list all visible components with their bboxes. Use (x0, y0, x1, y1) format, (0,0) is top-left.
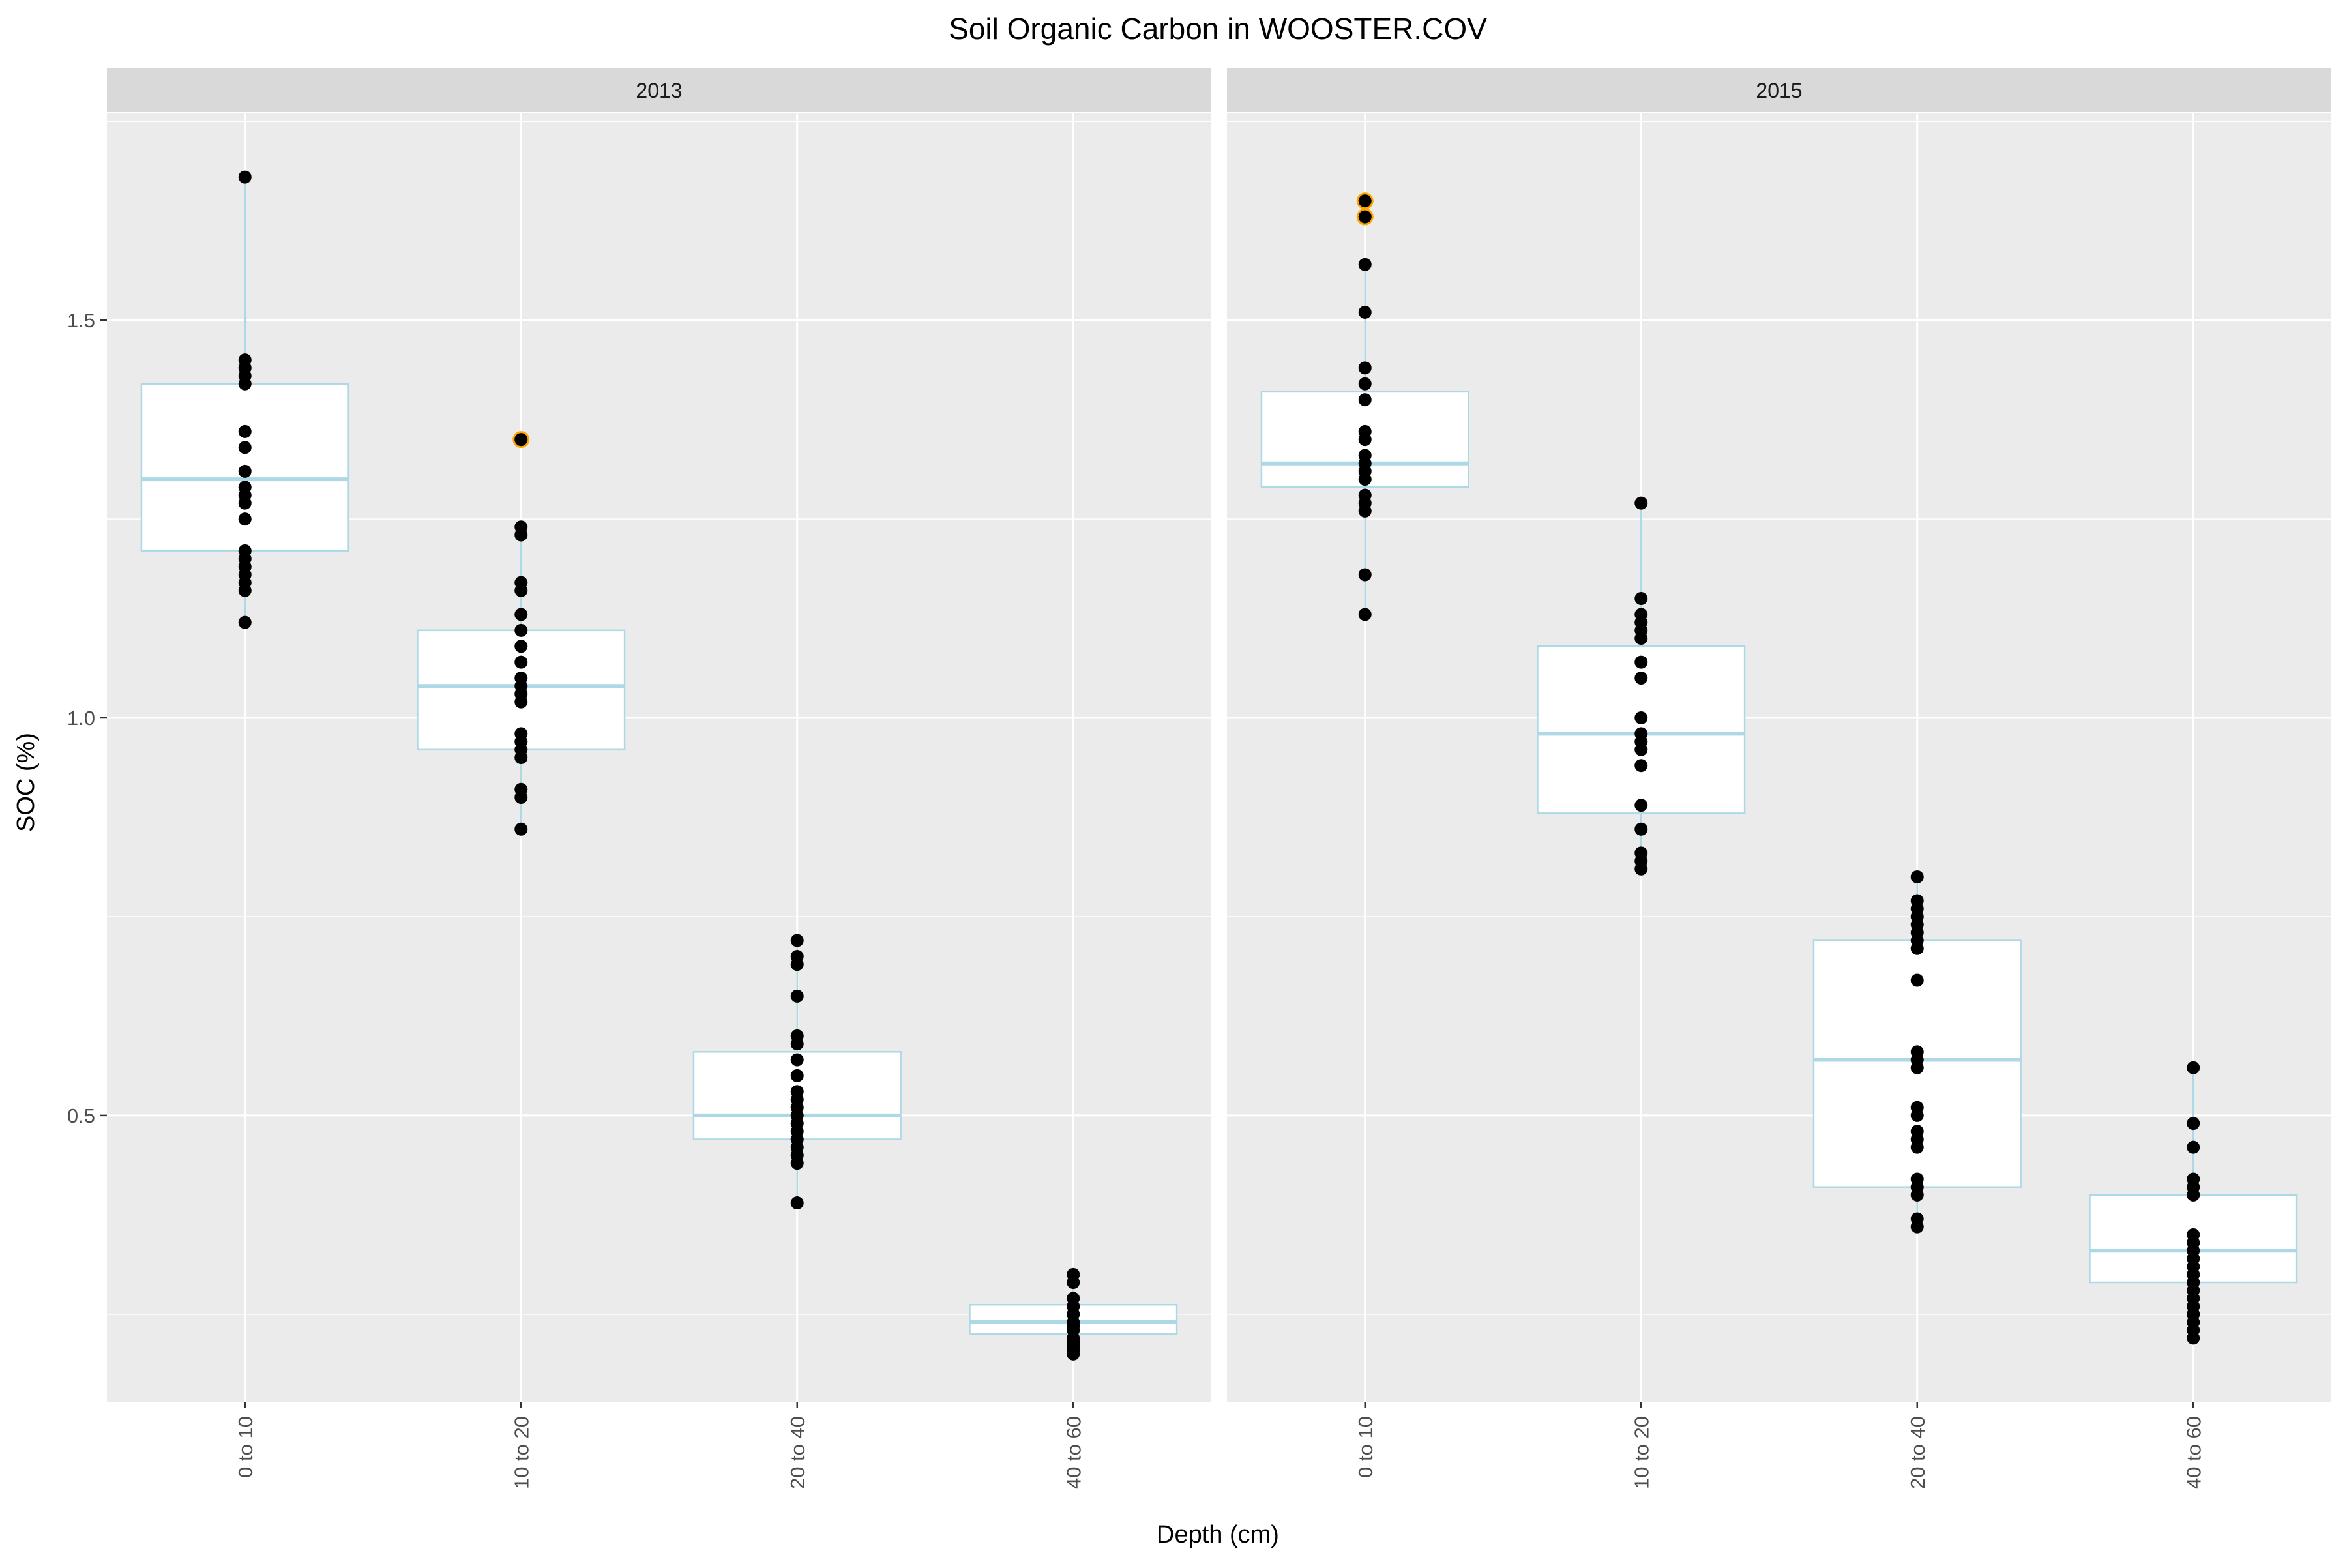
data-point (1634, 672, 1648, 685)
panel-2013: 2013 0.5 1.0 1.5 0 to 10 10 to 20 20 to 40 40 t… (67, 68, 1211, 1489)
data-point (238, 615, 252, 629)
data-point (1358, 258, 1372, 271)
data-point (238, 496, 252, 510)
data-point (238, 441, 252, 454)
data-point (1358, 608, 1372, 621)
data-point (1910, 1140, 1924, 1154)
x-tick-label: 0 to 10 (234, 1416, 257, 1478)
x-tick-label: 10 to 20 (510, 1416, 533, 1489)
data-point (1910, 941, 1924, 955)
data-point (1634, 711, 1648, 725)
data-point (1358, 210, 1372, 224)
data-point (1910, 973, 1924, 987)
data-point (790, 1157, 804, 1170)
data-point (514, 623, 528, 637)
data-point (514, 751, 528, 764)
chart-title: Soil Organic Carbon in WOOSTER.COV (949, 12, 1487, 46)
data-point (238, 377, 252, 391)
data-point (1358, 504, 1372, 518)
x-tick-label: 40 to 60 (2182, 1416, 2205, 1489)
data-point (2187, 1061, 2200, 1074)
data-point (1358, 377, 1372, 391)
data-point (1358, 568, 1372, 582)
x-tick-label: 40 to 60 (1062, 1416, 1085, 1489)
data-point (238, 584, 252, 597)
data-point (1358, 393, 1372, 407)
panels-layer: 2013 0.5 1.0 1.5 0 to 10 10 to 20 20 to 40 40 t… (67, 68, 2331, 1489)
data-point (238, 464, 252, 478)
data-point (2187, 1188, 2200, 1202)
data-point (514, 608, 528, 621)
y-axis-label: SOC (%) (12, 733, 40, 832)
panel-background (1227, 113, 2331, 1402)
boxplot-10-to-20 (417, 431, 626, 836)
y-tick-label: 1.0 (67, 707, 95, 730)
data-point (1358, 361, 1372, 375)
data-point (1634, 592, 1648, 606)
boxplot-0-to-10 (140, 170, 349, 629)
boxplot-40-to-60 (969, 1267, 1178, 1361)
data-point (1634, 759, 1648, 773)
data-point (514, 640, 528, 653)
data-point (238, 170, 252, 184)
boxplot-10-to-20 (1537, 496, 1746, 876)
data-point (2187, 1117, 2200, 1131)
x-tick-label: 10 to 20 (1630, 1416, 1653, 1489)
panel-background (107, 113, 1211, 1402)
data-point (790, 1069, 804, 1082)
data-point (790, 989, 804, 1003)
panel-2015: 2015 0 to 10 10 to 20 20 to 40 40 to 60 (1227, 68, 2331, 1489)
data-point (790, 1196, 804, 1210)
facet-strip (107, 68, 1211, 112)
x-tick-label: 20 to 40 (786, 1416, 809, 1489)
data-point (514, 790, 528, 804)
facet-strip-label: 2013 (636, 79, 682, 102)
data-point (514, 433, 528, 447)
data-point (1358, 305, 1372, 319)
boxplot-20-to-40 (1812, 870, 2022, 1234)
boxplot-40-to-60 (2089, 1061, 2298, 1345)
data-point (514, 822, 528, 836)
data-point (2187, 1140, 2200, 1154)
data-point (514, 655, 528, 669)
x-tick-label: 20 to 40 (1906, 1416, 1929, 1489)
data-point (1910, 1220, 1924, 1234)
data-point (1634, 799, 1648, 812)
data-point (1067, 1276, 1080, 1290)
data-point (514, 695, 528, 709)
data-point (1910, 1188, 1924, 1202)
data-point (238, 512, 252, 526)
y-tick-label: 0.5 (67, 1104, 95, 1127)
data-point (1910, 1061, 1924, 1074)
data-point (1358, 433, 1372, 447)
data-point (1910, 870, 1924, 883)
boxplot-20-to-40 (692, 934, 902, 1210)
data-point (790, 934, 804, 947)
data-point (514, 528, 528, 542)
y-tick-label: 1.5 (67, 309, 95, 332)
data-point (1634, 822, 1648, 836)
data-point (238, 424, 252, 438)
data-point (1358, 473, 1372, 486)
data-point (1634, 655, 1648, 669)
data-point (1910, 1108, 1924, 1122)
x-tick-label: 0 to 10 (1354, 1416, 1377, 1478)
facet-strip (1227, 68, 2331, 112)
data-point (790, 1037, 804, 1051)
data-point (790, 1053, 804, 1067)
data-point (514, 584, 528, 597)
data-point (1634, 743, 1648, 756)
boxplot-0-to-10 (1260, 192, 1469, 621)
data-point (1634, 496, 1648, 510)
data-point (1067, 1347, 1080, 1361)
data-point (1634, 632, 1648, 645)
data-point (1358, 194, 1372, 208)
x-axis-label: Depth (cm) (1157, 1521, 1279, 1548)
data-point (790, 958, 804, 971)
data-point (1634, 862, 1648, 876)
facet-strip-label: 2015 (1756, 79, 1802, 102)
data-point (2187, 1331, 2200, 1345)
